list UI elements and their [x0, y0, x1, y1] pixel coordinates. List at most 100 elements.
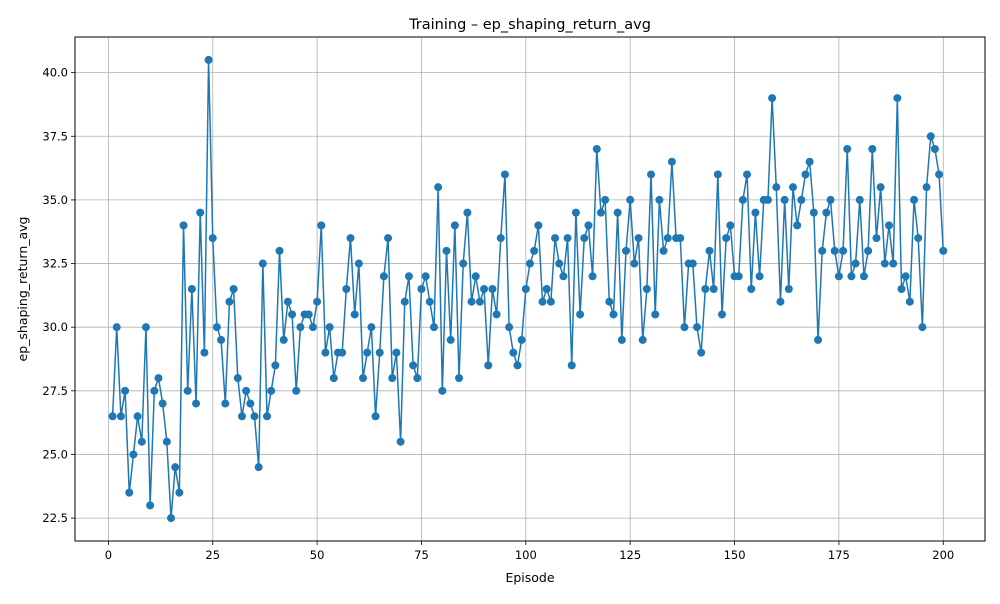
data-point [421, 272, 430, 281]
data-point [797, 195, 806, 204]
data-point [233, 374, 242, 383]
data-point [530, 246, 539, 255]
data-point [784, 285, 793, 293]
data-point [108, 412, 117, 421]
data-point [404, 272, 413, 281]
data-point [676, 234, 685, 243]
data-point [839, 246, 848, 255]
data-point [196, 208, 205, 217]
data-point [855, 195, 864, 204]
data-point [905, 297, 914, 306]
data-point [734, 272, 743, 281]
data-point [179, 221, 188, 230]
data-point [889, 259, 898, 268]
data-point [283, 297, 292, 306]
data-point [647, 170, 656, 179]
data-point [480, 285, 489, 293]
data-point [659, 246, 668, 255]
data-point [396, 437, 405, 446]
data-point [918, 323, 927, 332]
data-point [663, 234, 672, 243]
data-point [939, 246, 948, 255]
data-point [563, 234, 572, 243]
data-point [509, 348, 518, 357]
x-axis-label: Episode [505, 570, 554, 585]
data-point [363, 348, 372, 357]
data-point [847, 272, 856, 281]
data-point [551, 234, 560, 243]
data-point [780, 195, 789, 204]
data-point [217, 335, 226, 344]
data-point [826, 195, 835, 204]
data-point [325, 323, 334, 332]
data-point [379, 272, 388, 281]
data-point [601, 195, 610, 204]
data-point [250, 412, 259, 421]
data-point [496, 234, 505, 243]
data-point [350, 310, 359, 319]
data-point [254, 463, 263, 472]
data-point [271, 361, 280, 370]
data-point [329, 374, 338, 383]
data-point [133, 412, 142, 421]
data-point [634, 234, 643, 243]
x-tick-label: 100 [515, 548, 537, 562]
data-point [788, 183, 797, 192]
data-point [392, 348, 401, 357]
data-point [425, 297, 434, 306]
data-point [492, 310, 501, 319]
data-point [125, 488, 134, 497]
data-point [697, 348, 706, 357]
data-point [471, 272, 480, 281]
data-point [212, 323, 221, 332]
data-point [129, 450, 138, 459]
data-point [467, 297, 476, 306]
y-axis-label: ep_shaping_return_avg [15, 217, 30, 362]
data-point [571, 208, 580, 217]
data-point [208, 234, 217, 243]
data-point [388, 374, 397, 383]
data-point [692, 323, 701, 332]
data-point [150, 386, 159, 395]
data-point [225, 297, 234, 306]
data-point [755, 272, 764, 281]
data-point [162, 437, 171, 446]
data-point [667, 157, 676, 166]
data-point [450, 221, 459, 230]
data-point [880, 259, 889, 268]
data-point [713, 170, 722, 179]
data-point [818, 246, 827, 255]
data-point [242, 386, 251, 395]
data-point [859, 272, 868, 281]
data-point [534, 221, 543, 230]
data-point [922, 183, 931, 192]
data-point [459, 259, 468, 268]
data-point [338, 348, 347, 357]
y-tick-label: 30.0 [42, 320, 68, 334]
data-point [229, 285, 238, 293]
data-point [517, 335, 526, 344]
data-point [596, 208, 605, 217]
x-tick-label: 75 [414, 548, 429, 562]
data-point [876, 183, 885, 192]
data-point [893, 94, 902, 103]
data-point [158, 399, 167, 408]
data-point [655, 195, 664, 204]
data-point [375, 348, 384, 357]
data-point [183, 386, 192, 395]
data-point [359, 374, 368, 383]
x-tick-label: 175 [828, 548, 850, 562]
data-point [897, 285, 906, 293]
data-point [680, 323, 689, 332]
data-point [321, 348, 330, 357]
data-point [400, 297, 409, 306]
data-point [308, 323, 317, 332]
y-tick-label: 40.0 [42, 66, 68, 80]
data-point [446, 335, 455, 344]
data-point [718, 310, 727, 319]
data-point [413, 374, 422, 383]
data-point [559, 272, 568, 281]
data-point [288, 310, 297, 319]
data-point [743, 170, 752, 179]
